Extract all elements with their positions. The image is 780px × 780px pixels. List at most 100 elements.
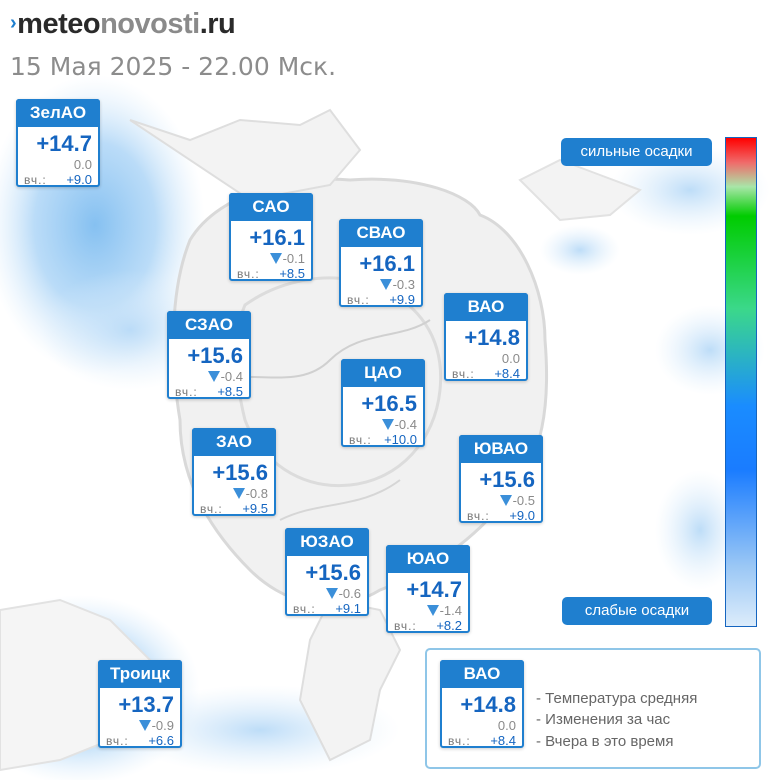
yesterday-label: вч.: (175, 385, 198, 399)
hourly-change: -0.4 (381, 418, 417, 432)
average-temperature: +14.8 (464, 325, 520, 350)
precip-heavy-label: сильные осадки (561, 138, 712, 166)
average-temperature: +15.6 (305, 560, 361, 585)
district-name: САО (229, 193, 313, 221)
yesterday-label: вч.: (347, 293, 370, 307)
hourly-change: -0.8 (232, 486, 268, 501)
district-card-5: ЦАО +16.5 -0.4 вч.: +10.0 (341, 359, 425, 447)
hourly-change: -0.3 (379, 277, 415, 292)
yesterday-label: вч.: (237, 267, 260, 281)
down-arrow-icon (325, 588, 338, 599)
hourly-change-value: -0.3 (392, 277, 415, 292)
hourly-change-value: -0.1 (282, 251, 305, 266)
hourly-change-value: -0.5 (512, 493, 535, 508)
district-card-2: СВАО +16.1 -0.3 вч.: +9.9 (339, 219, 423, 307)
average-temperature: +14.8 (460, 692, 516, 717)
down-arrow-icon (138, 720, 151, 731)
yesterday-temperature: +9.1 (335, 601, 361, 616)
average-temperature: +15.6 (212, 460, 268, 485)
hourly-change-value: -0.9 (151, 718, 174, 733)
district-card-6: ЗАО +15.6 -0.8 вч.: +9.5 (192, 428, 276, 516)
hourly-change: -0.4 (207, 369, 243, 384)
hourly-change-value: -0.4 (220, 369, 243, 384)
precip-light-label: слабые осадки (562, 597, 712, 625)
district-card-8: ЮЗАО +15.6 -0.6 вч.: +9.1 (285, 528, 369, 616)
district-name: ЦАО (341, 359, 425, 387)
down-arrow-icon (232, 488, 245, 499)
yesterday-temperature: +9.5 (242, 501, 268, 516)
district-name: ЗАО (192, 428, 276, 456)
logo-mark: › (10, 12, 17, 34)
average-temperature: +16.5 (361, 391, 417, 416)
yesterday-temperature: +8.4 (494, 366, 520, 381)
district-card-7: ЮВАО +15.6 -0.5 вч.: +9.0 (459, 435, 543, 523)
district-name: СВАО (339, 219, 423, 247)
logo-text-domain: .ru (199, 8, 236, 40)
hourly-change-value: 0.0 (501, 351, 520, 366)
yesterday-label: вч.: (467, 509, 490, 523)
yesterday-label: вч.: (24, 173, 47, 187)
yesterday-temperature: +8.5 (279, 266, 305, 281)
hourly-change: -0.1 (269, 251, 305, 266)
hourly-change-value: 0.0 (497, 718, 516, 733)
hourly-change-value: -1.4 (439, 603, 462, 618)
average-temperature: +16.1 (359, 251, 415, 276)
hourly-change: -0.5 (499, 493, 535, 508)
legend-line-yesterday: - Вчера в это время (536, 733, 674, 750)
yesterday-label: вч.: (452, 367, 475, 381)
logo-text-novosti: novosti (100, 8, 200, 40)
down-arrow-icon (426, 605, 439, 616)
district-card-0: ЗелАО +14.7 0.0 вч.: +9.0 (16, 99, 100, 187)
district-name: СЗАО (167, 311, 251, 339)
average-temperature: +15.6 (479, 467, 535, 492)
yesterday-label: вч.: (394, 619, 417, 633)
district-name: ЗелАО (16, 99, 100, 127)
hourly-change-value: -0.8 (245, 486, 268, 501)
district-name: ВАО (440, 660, 524, 688)
yesterday-temperature: +8.5 (217, 384, 243, 399)
logo-text-meteo: meteo (17, 8, 101, 40)
average-temperature: +14.7 (406, 577, 462, 602)
hourly-change: 0.0 (74, 158, 92, 172)
average-temperature: +15.6 (187, 343, 243, 368)
district-name: ЮЗАО (285, 528, 369, 556)
down-arrow-icon (269, 253, 282, 264)
yesterday-label: вч.: (448, 734, 471, 748)
date-time-line: 15 Мая 2025 - 22.00 Мск. (10, 52, 337, 81)
legend-line-temp: - Температура средняя (536, 690, 698, 707)
average-temperature: +16.1 (249, 225, 305, 250)
hourly-change: -0.9 (138, 718, 174, 733)
average-temperature: +14.7 (36, 131, 92, 156)
down-arrow-icon (381, 419, 394, 430)
hourly-change: 0.0 (502, 352, 520, 366)
yesterday-temperature: +9.0 (509, 508, 535, 523)
hourly-change: 0.0 (498, 719, 516, 733)
down-arrow-icon (207, 371, 220, 382)
district-name: ВАО (444, 293, 528, 321)
down-arrow-icon (379, 279, 392, 290)
down-arrow-icon (499, 495, 512, 506)
district-card-10: Троицк +13.7 -0.9 вч.: +6.6 (98, 660, 182, 748)
yesterday-temperature: +6.6 (148, 733, 174, 748)
yesterday-label: вч.: (349, 433, 372, 447)
yesterday-temperature: +9.0 (66, 172, 92, 187)
yesterday-label: вч.: (200, 502, 223, 516)
yesterday-label: вч.: (293, 602, 316, 616)
yesterday-temperature: +8.4 (490, 733, 516, 748)
district-card-3: ВАО +14.8 0.0 вч.: +8.4 (444, 293, 528, 381)
yesterday-temperature: +9.9 (389, 292, 415, 307)
yesterday-temperature: +8.2 (436, 618, 462, 633)
district-name: ЮАО (386, 545, 470, 573)
site-logo[interactable]: ›meteonovosti.ru (10, 8, 236, 41)
district-card-9: ЮАО +14.7 -1.4 вч.: +8.2 (386, 545, 470, 633)
district-card-4: СЗАО +15.6 -0.4 вч.: +8.5 (167, 311, 251, 399)
legend-line-change: - Изменения за час (536, 711, 671, 728)
district-card-legend-example: ВАО +14.8 0.0 вч.: +8.4 (440, 660, 524, 748)
hourly-change: -0.6 (325, 587, 361, 601)
average-temperature: +13.7 (118, 692, 174, 717)
hourly-change: -1.4 (426, 603, 462, 618)
yesterday-label: вч.: (106, 734, 129, 748)
district-card-1: САО +16.1 -0.1 вч.: +8.5 (229, 193, 313, 281)
district-name: ЮВАО (459, 435, 543, 463)
yesterday-temperature: +10.0 (384, 432, 417, 447)
